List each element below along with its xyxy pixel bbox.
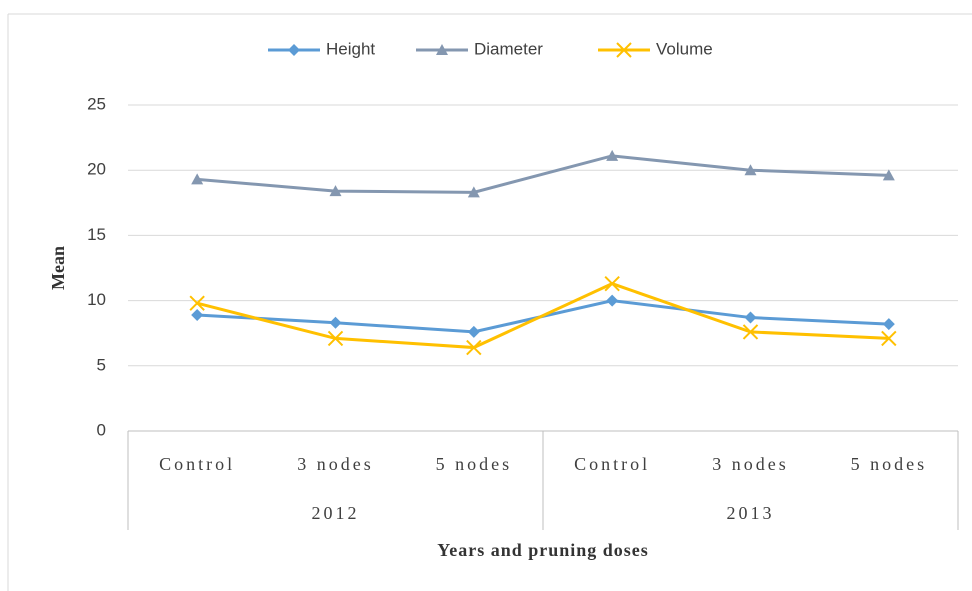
marker [288, 44, 300, 56]
y-tick-label: 10 [87, 290, 106, 309]
x-tick-label: Control [574, 454, 650, 474]
marker [604, 275, 620, 292]
marker [606, 294, 619, 307]
marker [744, 164, 757, 176]
x-tick-label: 3 nodes [712, 454, 789, 474]
marker [329, 316, 342, 329]
marker [616, 42, 632, 58]
marker [327, 330, 344, 347]
legend-label: Height [326, 39, 375, 58]
y-tick-label: 0 [97, 420, 106, 439]
series-line [197, 154, 889, 194]
y-tick-label: 20 [87, 160, 106, 179]
marker [606, 149, 619, 161]
marker [467, 186, 480, 198]
marker [191, 308, 204, 321]
legend-label: Volume [656, 39, 713, 58]
y-tick-label: 15 [87, 225, 106, 244]
marker [882, 169, 895, 181]
marker [436, 44, 448, 55]
marker [329, 185, 342, 197]
legend-label: Diameter [474, 39, 543, 58]
marker [189, 295, 205, 311]
marker [191, 173, 204, 185]
x-axis-label: Years and pruning doses [437, 540, 649, 560]
marker [744, 311, 757, 324]
x-tick-label: 5 nodes [851, 454, 928, 474]
marker [881, 330, 897, 347]
x-tick-label: 3 nodes [297, 454, 374, 474]
marker [742, 324, 759, 340]
marker [466, 339, 482, 356]
series-line [196, 282, 889, 350]
group-label: 2012 [312, 503, 360, 523]
y-tick-label: 25 [87, 94, 106, 113]
y-axis-label: Mean [48, 246, 68, 290]
x-tick-label: Control [159, 454, 235, 474]
marker [882, 318, 895, 331]
marker [467, 325, 480, 338]
y-tick-label: 5 [97, 355, 106, 374]
group-label: 2013 [727, 503, 775, 523]
x-tick-label: 5 nodes [436, 454, 513, 474]
